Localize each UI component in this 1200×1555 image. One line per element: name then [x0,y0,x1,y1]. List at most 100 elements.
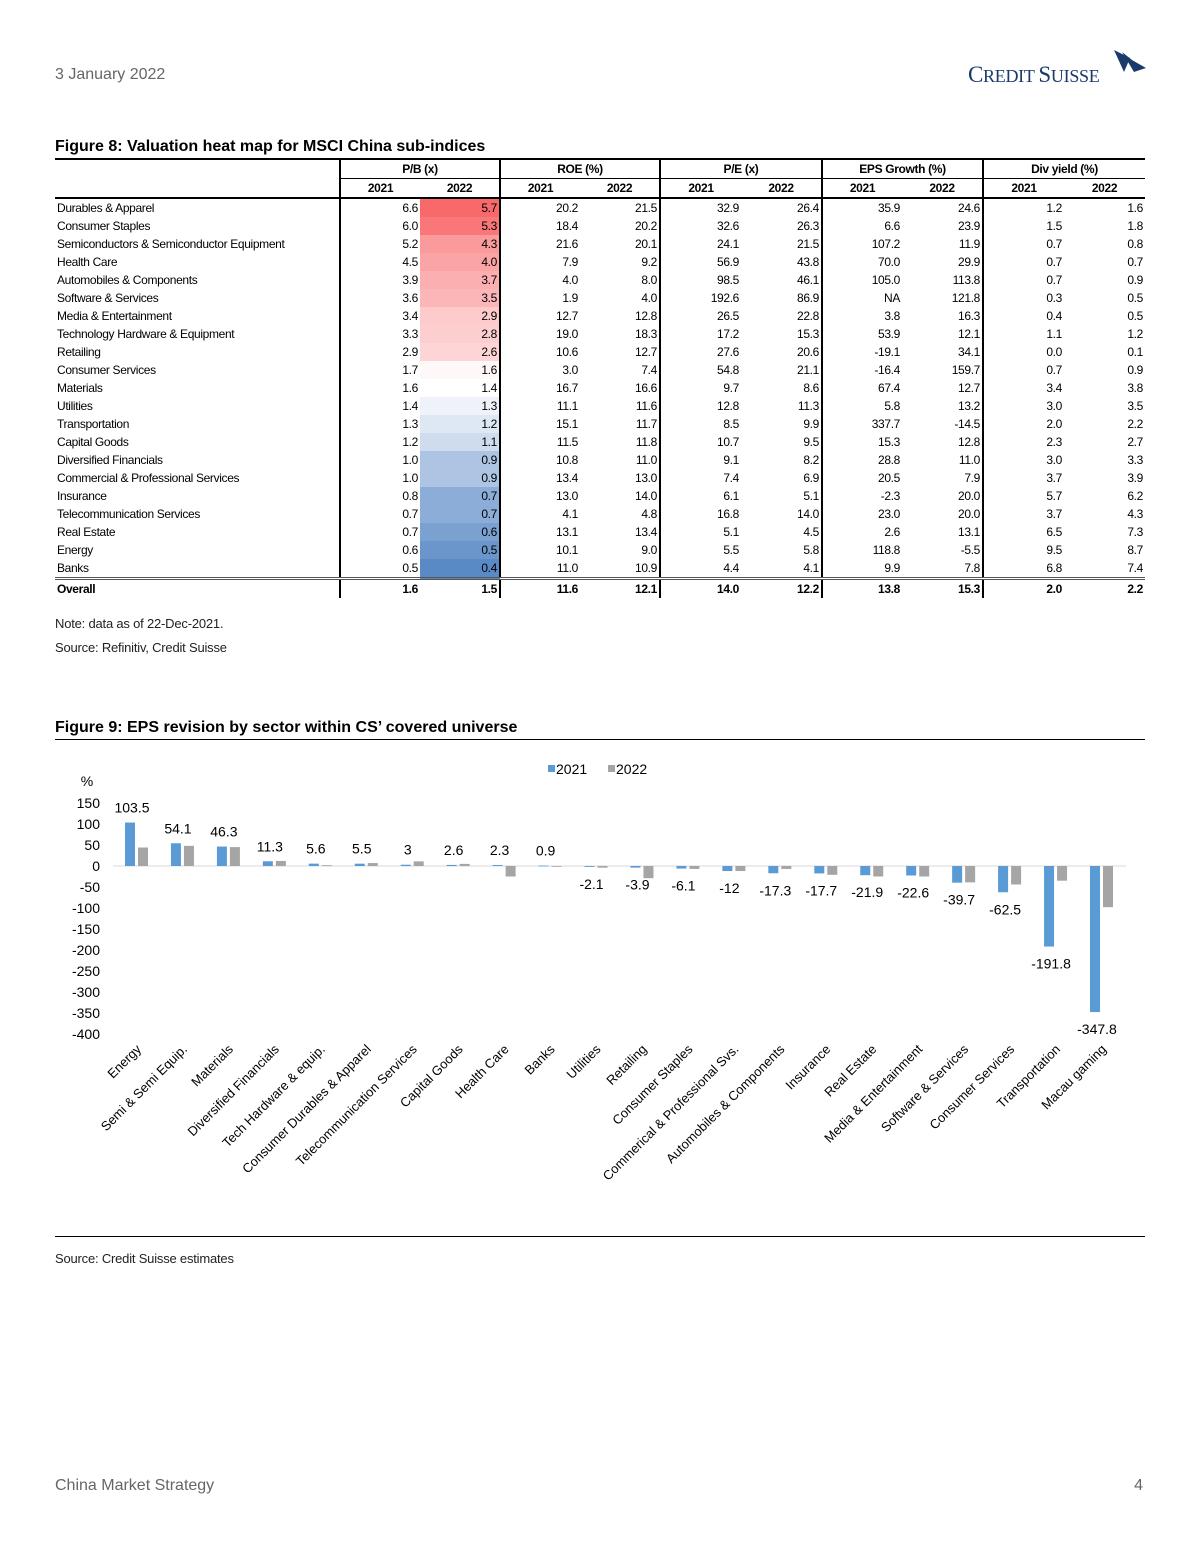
value-cell: 4.3 [1127,507,1143,521]
value-cell: 16.7 [499,379,580,397]
y-tick-label: -200 [72,942,100,958]
value-cell: 13.2 [958,399,980,413]
value-cell: 0.7 [982,253,1064,271]
value-cell: 14.0 [659,577,741,598]
value-cell: 22.8 [797,309,819,323]
value-cell: 1.3 [420,397,500,415]
value-cell: 7.9 [964,471,980,485]
bar-2021 [354,863,365,866]
year-header: 2022 [1064,178,1145,199]
value-cell: 3.0 [982,451,1064,469]
sector-name: Retailing [57,345,101,359]
value-cell: 17.2 [659,325,741,343]
bar-2021 [768,866,779,874]
value-cell: NA [821,289,902,307]
legend-swatch-2022 [608,765,615,772]
value-cell: 2.9 [420,307,500,325]
value-cell: 20.2 [635,219,657,233]
bar-2022 [138,847,148,866]
value-cell: 0.6 [339,541,420,559]
table-row: Automobiles & Components 3.9 3.7 4.0 8.0 98.5… [55,271,1145,289]
table-row: Real Estate 0.7 0.6 13.1 13.4 5.1 4.5 2.6 13.1 6.… [55,523,1145,541]
value-cell: 4.0 [499,271,580,289]
value-cell: 2.2 [1127,417,1143,431]
value-cell: 12.1 [580,577,660,598]
value-cell: 2.0 [982,577,1064,598]
value-cell: 54.8 [659,361,741,379]
footer-title: China Market Strategy [55,1477,215,1494]
table-row: Capital Goods 1.2 1.1 11.5 11.8 10.7 9.5 15.3 12… [55,433,1145,451]
value-cell: 0.7 [339,505,420,523]
report-date: 3 January 2022 [55,66,166,83]
value-cell: 3.4 [982,379,1064,397]
value-cell: 6.0 [339,217,420,235]
value-cell: 0.7 [982,235,1064,253]
value-cell: 4.1 [803,561,819,575]
value-cell: 2.8 [420,325,500,343]
value-cell: 28.8 [821,451,902,469]
value-cell: 0.9 [1127,363,1143,377]
legend-label: 2021 [556,761,587,777]
value-cell: 3.3 [339,325,420,343]
y-tick-label: -350 [72,1005,100,1021]
value-cell: 13.1 [499,523,580,541]
value-cell: 86.9 [797,291,819,305]
value-cell: 12.2 [741,577,822,598]
bar-2022 [873,866,884,877]
value-cell: 0.7 [420,505,500,523]
data-label: -347.8 [1077,1021,1117,1037]
bar-2022 [183,845,194,866]
bar-2022 [321,865,332,866]
sector-name: Health Care [57,255,118,269]
table-row: Consumer Services 1.7 1.6 3.0 7.4 54.8 21.1 -16… [55,361,1145,379]
x-tick-label: Software & Services [878,1041,972,1135]
table-row: Utilities 1.4 1.3 11.1 11.6 12.8 11.3 5.8 13.2 3.… [55,397,1145,415]
y-tick-label: -300 [72,984,100,1000]
value-cell: 3.7 [982,469,1064,487]
data-label: -12 [719,880,739,896]
value-cell: 1.2 [1127,327,1143,341]
divider [55,1236,1145,1237]
bar-2022 [1103,866,1113,908]
value-cell: 5.8 [821,397,902,415]
value-cell: 2.3 [982,433,1064,451]
value-cell: 3.7 [420,271,500,289]
value-cell: 26.3 [797,219,819,233]
value-cell: 7.4 [641,363,657,377]
value-cell: 7.3 [1127,525,1143,539]
data-label: 54.1 [164,820,191,836]
year-header: 2021 [659,178,741,199]
bar-2022 [1057,866,1068,881]
value-cell: 35.9 [821,198,902,217]
table-source: Source: Refinitiv, Credit Suisse [55,640,227,655]
value-cell: 105.0 [821,271,902,289]
value-cell: 0.5 [420,541,500,559]
value-cell: 15.3 [902,577,983,598]
bar-2021 [998,866,1009,893]
value-cell: 3.5 [420,289,500,307]
value-cell: 15.3 [797,327,819,341]
bar-2022 [965,866,976,883]
value-cell: 21.5 [635,201,657,215]
value-cell: 1.6 [339,577,420,598]
bar-2021 [906,866,917,876]
value-cell: 1.8 [1127,219,1143,233]
value-cell: 4.5 [803,525,819,539]
value-cell: 0.8 [339,487,420,505]
sector-name: Overall [55,577,340,598]
value-cell: 12.1 [958,327,980,341]
table-row: Transportation 1.3 1.2 15.1 11.7 8.5 9.9 337.7 -… [55,415,1145,433]
bar-2021 [630,866,641,868]
value-cell: 11.1 [499,397,580,415]
value-cell: 192.6 [659,289,741,307]
data-label: -2.1 [579,876,603,892]
data-label: 2.3 [490,842,510,858]
data-label: -39.7 [943,892,975,908]
bar-2022 [689,866,700,869]
y-tick-label: -150 [72,921,100,937]
value-cell: 27.6 [659,343,741,361]
data-label: 5.5 [352,841,372,857]
value-cell: 10.7 [659,433,741,451]
sector-name: Real Estate [57,525,116,539]
value-cell: 337.7 [821,415,902,433]
